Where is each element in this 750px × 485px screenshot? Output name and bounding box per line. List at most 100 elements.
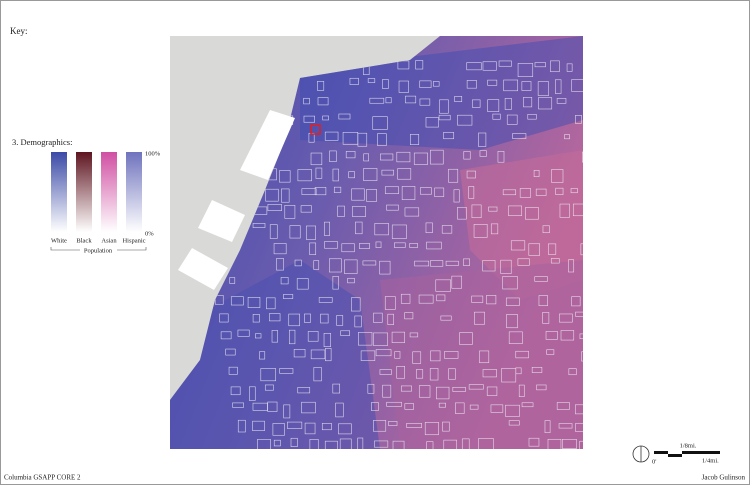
building [214, 295, 224, 305]
building [579, 440, 583, 449]
building [545, 331, 558, 340]
building [413, 152, 428, 165]
building [409, 332, 419, 338]
building [575, 311, 583, 317]
building-outlines [176, 60, 640, 456]
building [426, 441, 434, 449]
building [344, 259, 358, 274]
building [237, 329, 250, 337]
building [538, 97, 553, 110]
building [566, 63, 573, 72]
building [325, 348, 332, 362]
legend-swatch [76, 152, 92, 232]
building [479, 350, 490, 364]
building [531, 367, 543, 373]
building [533, 170, 540, 177]
building [558, 423, 573, 429]
building [273, 439, 281, 447]
building [310, 349, 326, 360]
building [550, 258, 560, 264]
building [336, 315, 344, 326]
building [454, 96, 463, 102]
building [228, 366, 238, 375]
building [469, 404, 479, 410]
building [609, 420, 623, 433]
building [415, 369, 424, 379]
building [397, 168, 412, 180]
building [508, 420, 520, 426]
building [559, 313, 573, 323]
building [510, 240, 526, 251]
building [625, 403, 640, 416]
building [597, 442, 605, 456]
building [379, 260, 391, 275]
building [440, 315, 452, 321]
building [260, 368, 277, 382]
building [384, 186, 399, 194]
building [418, 385, 431, 398]
building [468, 384, 484, 390]
building [508, 205, 522, 216]
building [584, 366, 595, 371]
building [247, 297, 261, 308]
building [527, 114, 537, 120]
building [315, 167, 323, 179]
building [404, 403, 414, 410]
building [487, 99, 500, 112]
building [444, 351, 459, 359]
building [581, 351, 583, 362]
building [435, 279, 451, 292]
building [442, 421, 450, 432]
building [512, 133, 527, 139]
building [482, 369, 497, 378]
building [354, 315, 362, 328]
legend-label: Asian [101, 237, 117, 244]
building [386, 401, 402, 407]
building [596, 420, 610, 427]
building [439, 99, 449, 114]
building [506, 314, 518, 329]
building [537, 81, 549, 96]
building [486, 295, 497, 305]
building [542, 312, 550, 324]
building [284, 205, 296, 219]
building [508, 331, 523, 344]
legend-swatch [101, 152, 117, 232]
building [506, 114, 518, 125]
building [547, 438, 562, 449]
building [313, 367, 322, 382]
building [441, 225, 453, 234]
building [338, 113, 351, 120]
building [269, 313, 281, 322]
building [580, 243, 583, 256]
building [409, 243, 418, 248]
building [425, 117, 439, 128]
building [259, 351, 266, 360]
building [597, 352, 609, 364]
building [230, 296, 244, 306]
building [293, 349, 306, 358]
building [374, 440, 389, 448]
building [461, 438, 470, 449]
building [257, 439, 271, 449]
building [338, 423, 352, 435]
building [362, 260, 377, 266]
building [290, 437, 298, 447]
building [556, 402, 570, 410]
building [575, 404, 583, 415]
building [373, 332, 388, 346]
building [324, 440, 338, 449]
building [373, 312, 383, 323]
building [332, 383, 340, 394]
key-title: Key: [10, 26, 28, 36]
building [400, 385, 412, 392]
building [297, 387, 311, 394]
building [521, 402, 534, 408]
building [429, 368, 439, 381]
building [498, 60, 512, 67]
building [322, 115, 329, 121]
building [394, 351, 401, 359]
building [463, 258, 470, 266]
building [478, 132, 487, 147]
building [317, 97, 329, 106]
